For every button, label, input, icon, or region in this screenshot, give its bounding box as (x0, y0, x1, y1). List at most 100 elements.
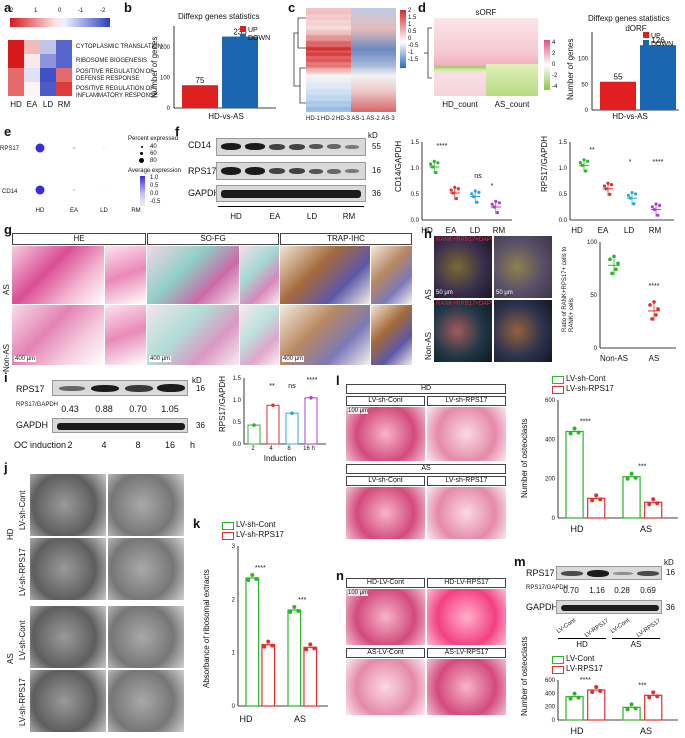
channel-label: RANK+RPS17+DAPI (436, 237, 493, 243)
heatmap-c (306, 8, 396, 112)
scale-tick: -1.5 (408, 57, 419, 63)
heatmap-cell (56, 82, 72, 96)
kd-marker: 16 (666, 568, 675, 577)
data-point (602, 184, 606, 188)
row-label: Non-AS (424, 331, 433, 360)
oc-image (346, 407, 425, 461)
panel-letter-b: b (124, 0, 132, 15)
scale-tick: 0 (552, 62, 556, 68)
data-point (432, 159, 436, 163)
oc-image (346, 659, 425, 715)
condition-header: AS-LV-RPS17 (427, 648, 506, 658)
protein-label: RPS17 (188, 166, 217, 176)
western-blot-gapdh (556, 600, 662, 614)
data-point (568, 696, 573, 701)
data-point (292, 605, 297, 609)
sample-label: AS-3 (381, 116, 395, 122)
chart-title: Diffexp genes statistics (588, 14, 670, 23)
go-term: RIBOSOME BIOGENESIS (76, 58, 148, 64)
data-point (473, 189, 477, 193)
column-label: AS_count (494, 100, 530, 109)
data-point (586, 159, 590, 163)
data-point (572, 691, 577, 696)
bar (587, 689, 606, 721)
panel-letter-e: e (4, 124, 12, 139)
expression-dot (103, 147, 105, 149)
data-point (625, 707, 630, 712)
y-tick: 2 (232, 597, 236, 603)
y-axis-label: Number of osteoclasts (520, 636, 529, 716)
x-tick: HD (570, 726, 584, 736)
western-blot-cd14 (216, 138, 366, 156)
chart-title: Diffexp genes statistics (178, 12, 260, 21)
bar (245, 577, 260, 707)
bar (640, 45, 676, 111)
data-point (655, 694, 660, 699)
heatmap-cell (56, 40, 72, 54)
y-tick: 50 (581, 82, 588, 88)
y-tick: 200 (160, 45, 171, 51)
legend-swatch (240, 34, 246, 40)
bar (182, 85, 218, 108)
scale-tick: 4 (552, 40, 556, 46)
data-point (254, 577, 259, 581)
data-point (453, 185, 457, 189)
data-point (608, 257, 612, 262)
data-point (616, 261, 620, 266)
scale-tick: 0 (58, 8, 62, 14)
x-axis-label: HD-vs-AS (208, 112, 244, 121)
data-point (568, 431, 573, 436)
color-scale-bar (400, 10, 406, 68)
x-axis-label: OC induction (14, 440, 67, 450)
data-point (308, 642, 313, 647)
data-point (429, 162, 433, 166)
data-point (494, 199, 498, 203)
color-scale-bar (544, 40, 550, 90)
y-tick: 0.0 (233, 442, 242, 448)
scale-tick: 1.5 (408, 15, 417, 21)
kd-marker: 36 (196, 421, 205, 430)
legend-swatch (552, 666, 564, 674)
data-point (633, 475, 638, 480)
expression-dot (135, 189, 137, 191)
data-point (430, 165, 435, 169)
bar (222, 36, 258, 109)
data-point (312, 646, 317, 651)
x-tick: 4 (269, 446, 273, 452)
dendrogram (424, 18, 432, 90)
protein-label: GAPDH (526, 602, 559, 612)
bar (285, 412, 299, 445)
data-point (456, 187, 460, 191)
row-label: AS (424, 289, 433, 300)
data-point (290, 411, 294, 415)
legend-tick: 80 (150, 158, 157, 164)
heatmap-cell (56, 68, 72, 82)
trap-zoom-nonas (371, 305, 412, 365)
y-tick: 1.0 (411, 166, 420, 172)
time-label: 16 (164, 440, 176, 450)
scale-bar-label: 400 μm (14, 356, 37, 362)
group-label: EA (269, 212, 281, 221)
protein-label: RPS17 (16, 384, 45, 394)
kd-marker: 16 (196, 384, 205, 393)
y-axis-label: Number of genes (566, 38, 575, 100)
x-tick: AS (293, 714, 307, 724)
group-label: HD (6, 528, 15, 540)
data-point (590, 498, 595, 503)
western-blot-rps17 (556, 566, 662, 580)
sofg-zoom-nonas (240, 305, 279, 365)
group-label: HD (230, 212, 242, 221)
data-point (304, 647, 309, 652)
bar (303, 646, 318, 707)
data-point (598, 689, 603, 693)
data-point (604, 187, 608, 191)
ratio-value: 0.88 (95, 404, 113, 414)
panel-letter-k: k (193, 516, 201, 531)
heatmap-title: sORF (475, 8, 497, 17)
trap-image-nonas (280, 305, 370, 365)
legend-swatch (643, 40, 649, 46)
y-tick: 0 (167, 106, 171, 112)
significance-label: **** (307, 377, 318, 384)
